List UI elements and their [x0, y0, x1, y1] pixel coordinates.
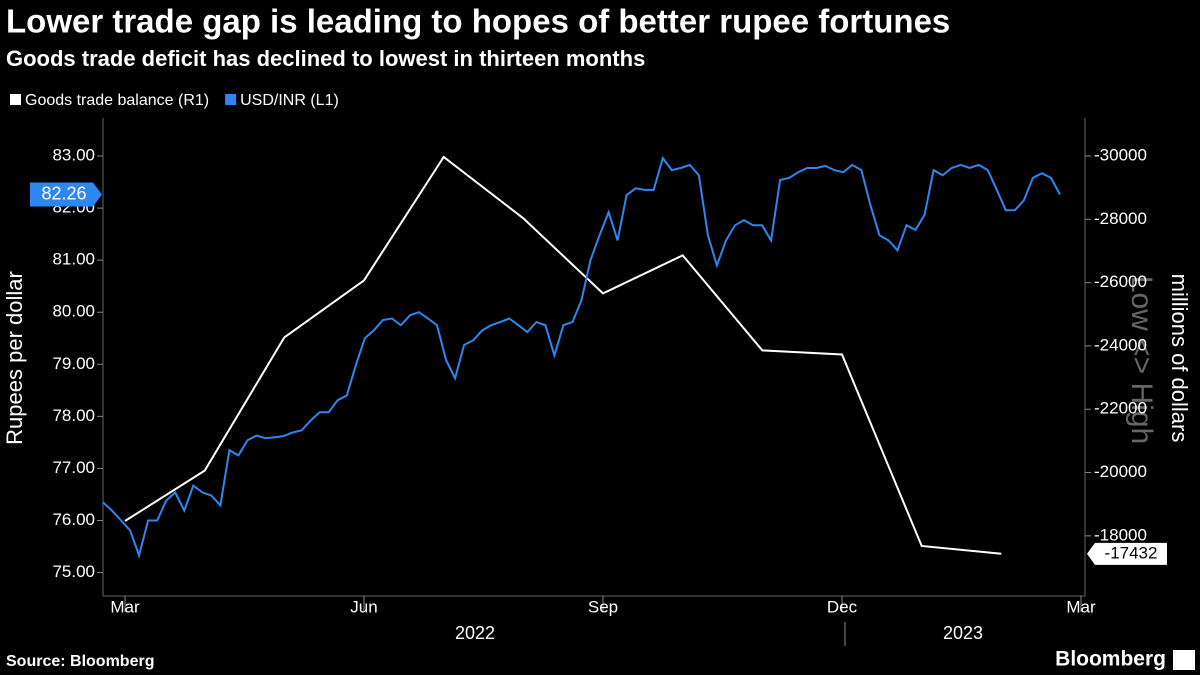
y-axis-label: Rupees per dollar [2, 271, 27, 445]
last-value-badge [30, 182, 102, 207]
year-label: 2023 [943, 623, 983, 643]
annotation: Low <> High [1125, 276, 1158, 444]
legend-swatch [225, 94, 237, 105]
y-tick-label: 81.00 [52, 250, 95, 269]
y-tick-label: 83.00 [52, 145, 95, 164]
legend-label: Goods trade balance (R1) [25, 92, 209, 109]
legend-label: USD/INR (L1) [240, 92, 339, 109]
y2-tick-label: -26000 [1094, 272, 1147, 291]
last-value-label: -17432 [1105, 543, 1158, 562]
y2-tick-label: -30000 [1094, 145, 1147, 164]
y2-tick-label: -24000 [1094, 335, 1147, 354]
brand: Bloomberg [1055, 648, 1166, 671]
year-label: 2022 [455, 623, 495, 643]
x-tick-label: Jun [350, 597, 377, 616]
y2-tick-label: -18000 [1094, 525, 1147, 544]
y-tick-label: 80.00 [52, 302, 95, 321]
last-value-label: 82.26 [41, 183, 86, 203]
y2-axis-label: millions of dollars [1167, 274, 1192, 443]
chart-subtitle: Goods trade deficit has declined to lowe… [6, 46, 645, 71]
legend-swatch [10, 94, 21, 105]
y-tick-label: 77.00 [52, 458, 95, 477]
x-tick-label: Mar [1066, 597, 1096, 616]
x-tick-label: Dec [827, 597, 858, 616]
y-tick-label: 76.00 [52, 510, 95, 529]
y2-tick-label: -20000 [1094, 462, 1147, 481]
last-value-badge [1087, 542, 1167, 565]
y2-tick-label: -22000 [1094, 399, 1147, 418]
x-tick-label: Mar [110, 597, 140, 616]
brand-icon [1173, 650, 1195, 670]
x-tick-label: Sep [588, 597, 618, 616]
y-tick-label: 78.00 [52, 406, 95, 425]
y2-tick-label: -28000 [1094, 209, 1147, 228]
series-line [102, 155, 1061, 559]
series-line [124, 155, 1002, 555]
chart-title: Lower trade gap is leading to hopes of b… [6, 3, 950, 40]
y-tick-label: 79.00 [52, 354, 95, 373]
y-tick-label: 75.00 [52, 562, 95, 581]
source: Source: Bloomberg [6, 653, 154, 670]
